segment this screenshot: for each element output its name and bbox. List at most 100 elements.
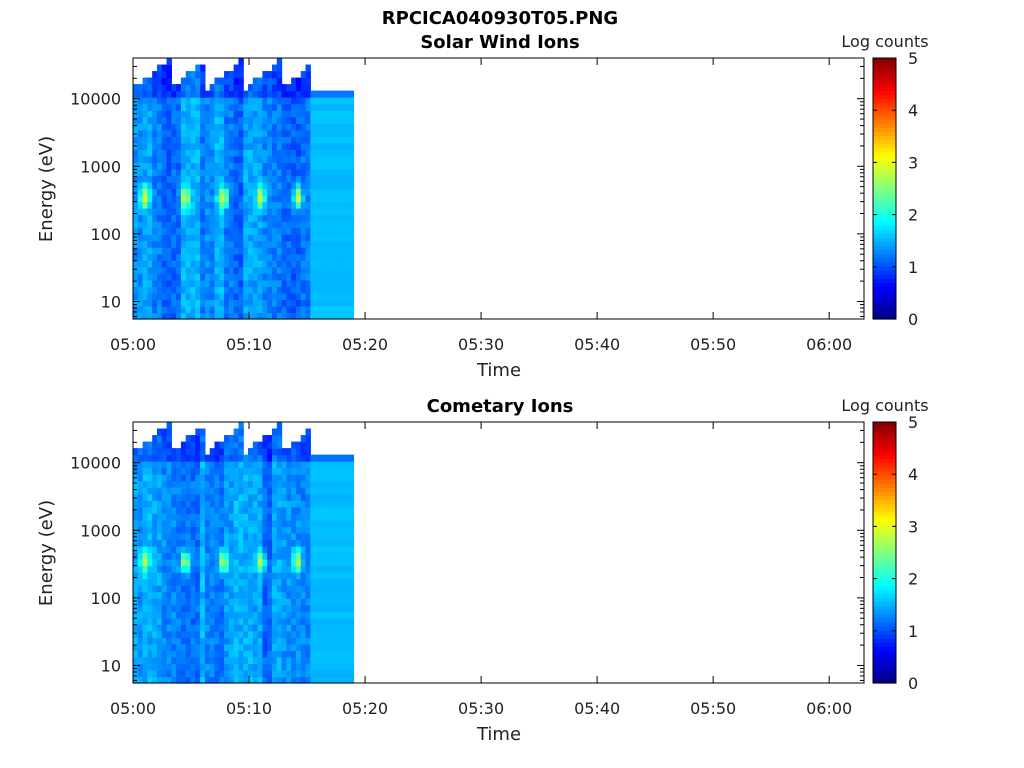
- heatmap-cell: [166, 240, 172, 248]
- heatmap-cell: [248, 630, 254, 638]
- heatmap-cell: [310, 214, 316, 222]
- heatmap-cell: [339, 604, 345, 612]
- heatmap-cell: [156, 149, 163, 157]
- heatmap-cell: [190, 155, 196, 163]
- heatmap-cell: [190, 454, 196, 462]
- heatmap-cell: [286, 506, 292, 514]
- heatmap-cell: [267, 585, 273, 593]
- heatmap-cell: [147, 506, 153, 514]
- heatmap-cell: [319, 273, 326, 281]
- heatmap-cell: [209, 84, 216, 92]
- heatmap-cell: [348, 454, 355, 462]
- heatmap-cell: [133, 669, 139, 678]
- heatmap-cell: [271, 663, 278, 671]
- colorbar-step: [873, 221, 896, 226]
- heatmap-cell: [300, 149, 307, 157]
- heatmap-cell: [156, 292, 163, 301]
- heatmap-cell: [252, 559, 259, 567]
- heatmap-cell: [262, 221, 268, 229]
- heatmap-cell: [171, 461, 177, 469]
- heatmap-cell: [324, 273, 331, 281]
- heatmap-cell: [300, 110, 307, 118]
- colorbar-step: [873, 564, 896, 570]
- heatmap-cell: [228, 598, 235, 606]
- heatmap-cell: [238, 97, 244, 105]
- colorbar-step: [873, 503, 896, 509]
- heatmap-cell: [228, 650, 235, 658]
- heatmap-cell: [228, 630, 235, 638]
- heatmap-cell: [315, 585, 321, 593]
- heatmap-cell: [324, 611, 331, 619]
- heatmap-cell: [334, 669, 340, 678]
- heatmap-cell: [142, 532, 148, 541]
- heatmap-cell: [281, 650, 287, 658]
- heatmap-cell: [257, 526, 263, 534]
- heatmap-cell: [300, 90, 307, 98]
- heatmap-cell: [156, 260, 163, 268]
- heatmap-cell: [180, 617, 187, 625]
- heatmap-cell: [291, 539, 297, 547]
- heatmap-cell: [300, 286, 307, 294]
- heatmap-cell: [204, 155, 211, 163]
- heatmap-cell: [147, 305, 153, 314]
- heatmap-cell: [281, 195, 287, 203]
- heatmap-cell: [180, 201, 187, 209]
- colorbar-step: [873, 499, 896, 505]
- heatmap-cell: [329, 208, 335, 216]
- heatmap-cell: [166, 506, 172, 514]
- heatmap-cell: [315, 572, 321, 580]
- heatmap-cell: [200, 260, 206, 268]
- heatmap-cell: [324, 305, 331, 314]
- heatmap-cell: [324, 630, 331, 638]
- heatmap-cell: [310, 188, 316, 196]
- heatmap-cell: [300, 168, 307, 177]
- heatmap-cell: [348, 539, 355, 547]
- heatmap-cell: [195, 435, 201, 443]
- heatmap-cell: [300, 578, 307, 586]
- plot-frame: [132, 57, 865, 320]
- heatmap-cell: [233, 493, 240, 501]
- heatmap-cell: [233, 572, 240, 580]
- heatmap-cell: [238, 234, 244, 242]
- heatmap-cell: [286, 312, 292, 320]
- heatmap-cell: [267, 227, 273, 235]
- heatmap-cell: [214, 578, 220, 586]
- heatmap-cell: [281, 643, 287, 651]
- heatmap-cell: [190, 162, 196, 170]
- heatmap-cell: [248, 493, 254, 501]
- heatmap-cell: [161, 279, 168, 287]
- colorbar-step: [873, 253, 896, 259]
- heatmap-cell: [137, 539, 144, 547]
- heatmap-cell: [161, 643, 168, 651]
- heatmap-cell: [238, 532, 244, 541]
- heatmap-cell: [190, 539, 196, 547]
- heatmap-cell: [219, 441, 225, 449]
- heatmap-cell: [319, 201, 326, 209]
- heatmap-cell: [228, 201, 235, 209]
- heatmap-cell: [190, 500, 196, 508]
- heatmap-cell: [310, 129, 316, 137]
- heatmap-cell: [228, 214, 235, 222]
- heatmap-cell: [271, 428, 278, 436]
- heatmap-cell: [190, 97, 196, 105]
- heatmap-cell: [295, 454, 302, 462]
- heatmap-cell: [243, 500, 249, 508]
- heatmap-cell: [334, 142, 340, 150]
- heatmap-cell: [267, 559, 273, 567]
- heatmap-cell: [171, 643, 177, 651]
- heatmap-cell: [324, 572, 331, 580]
- heatmap-cell: [300, 448, 307, 456]
- heatmap-cell: [238, 64, 244, 72]
- heatmap-cell: [315, 624, 321, 632]
- heatmap-cell: [315, 201, 321, 209]
- heatmap-cell: [152, 247, 158, 255]
- heatmap-cell: [195, 299, 201, 307]
- heatmap-cell: [343, 181, 350, 190]
- heatmap-cell: [147, 240, 153, 248]
- heatmap-cell: [339, 129, 345, 137]
- heatmap-cell: [185, 84, 192, 92]
- heatmap-cell: [200, 116, 206, 124]
- heatmap-cell: [133, 279, 139, 287]
- heatmap-cell: [329, 545, 335, 554]
- heatmap-cell: [267, 260, 273, 268]
